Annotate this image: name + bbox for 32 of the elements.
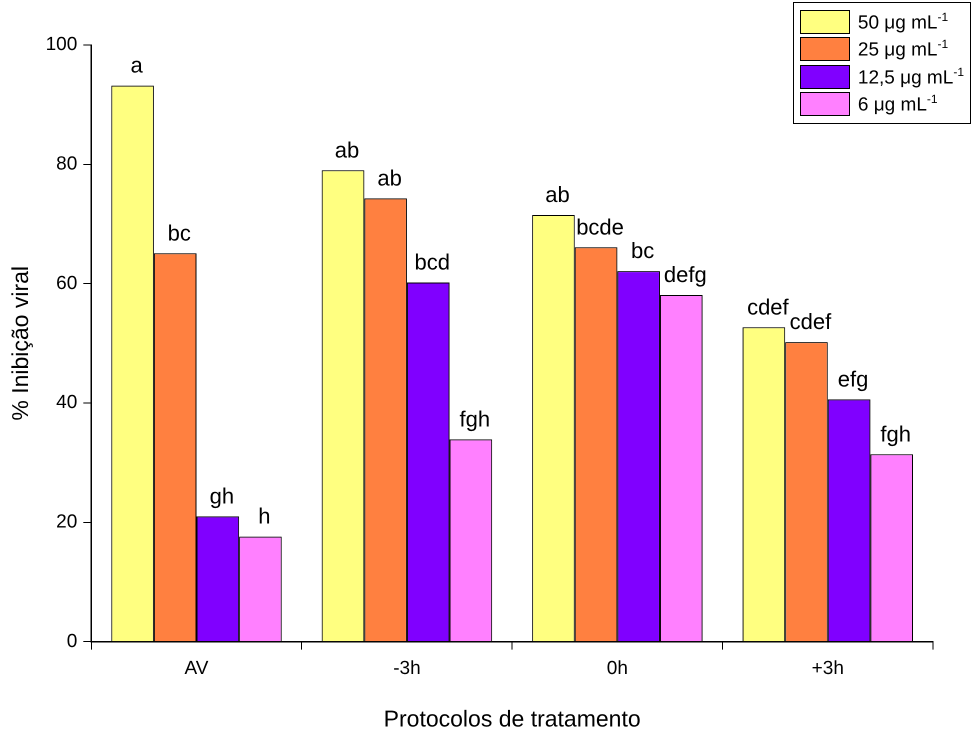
y-tick-label: 20 — [56, 512, 78, 533]
x-axis-title: Protocolos de tratamento — [384, 706, 641, 732]
data-label: h — [258, 504, 271, 529]
data-label: cdef — [747, 294, 790, 320]
data-label: fgh — [460, 406, 490, 432]
data-label: ab — [334, 137, 360, 162]
legend-label: 6 μg mL$^{-1}$ — [858, 92, 938, 116]
x-tick-label: +3h — [812, 658, 844, 680]
data-label: a — [130, 52, 144, 78]
data-label: ab — [377, 165, 402, 190]
data-label: gh — [210, 483, 234, 508]
y-axis-title: % Inibição viral — [7, 266, 34, 421]
data-label: bc — [168, 220, 191, 246]
data-label: defg — [664, 262, 707, 288]
data-label: bcde — [576, 214, 624, 240]
data-label: ab — [545, 182, 570, 208]
data-label: bc — [631, 238, 654, 264]
legend-label: 12,5 μg mL$^{-1}$ — [858, 64, 964, 89]
legend-label: 50 μg mL$^{-1}$ — [858, 10, 948, 34]
data-label: cdef — [790, 309, 832, 334]
legend-label: 25 μg mL$^{-1}$ — [858, 37, 948, 62]
data-label: fgh — [880, 421, 911, 446]
y-tick-label: 0 — [66, 630, 78, 652]
data-label: efg — [838, 366, 868, 392]
y-tick-label: 100 — [46, 34, 78, 56]
y-tick-label: 40 — [56, 392, 78, 414]
x-tick-label: AV — [184, 658, 209, 680]
y-tick-label: 80 — [56, 154, 78, 175]
x-tick-label: -3h — [393, 658, 421, 680]
x-tick-label: 0h — [606, 658, 628, 680]
y-tick-label: 60 — [56, 272, 78, 294]
data-label: bcd — [414, 250, 450, 275]
